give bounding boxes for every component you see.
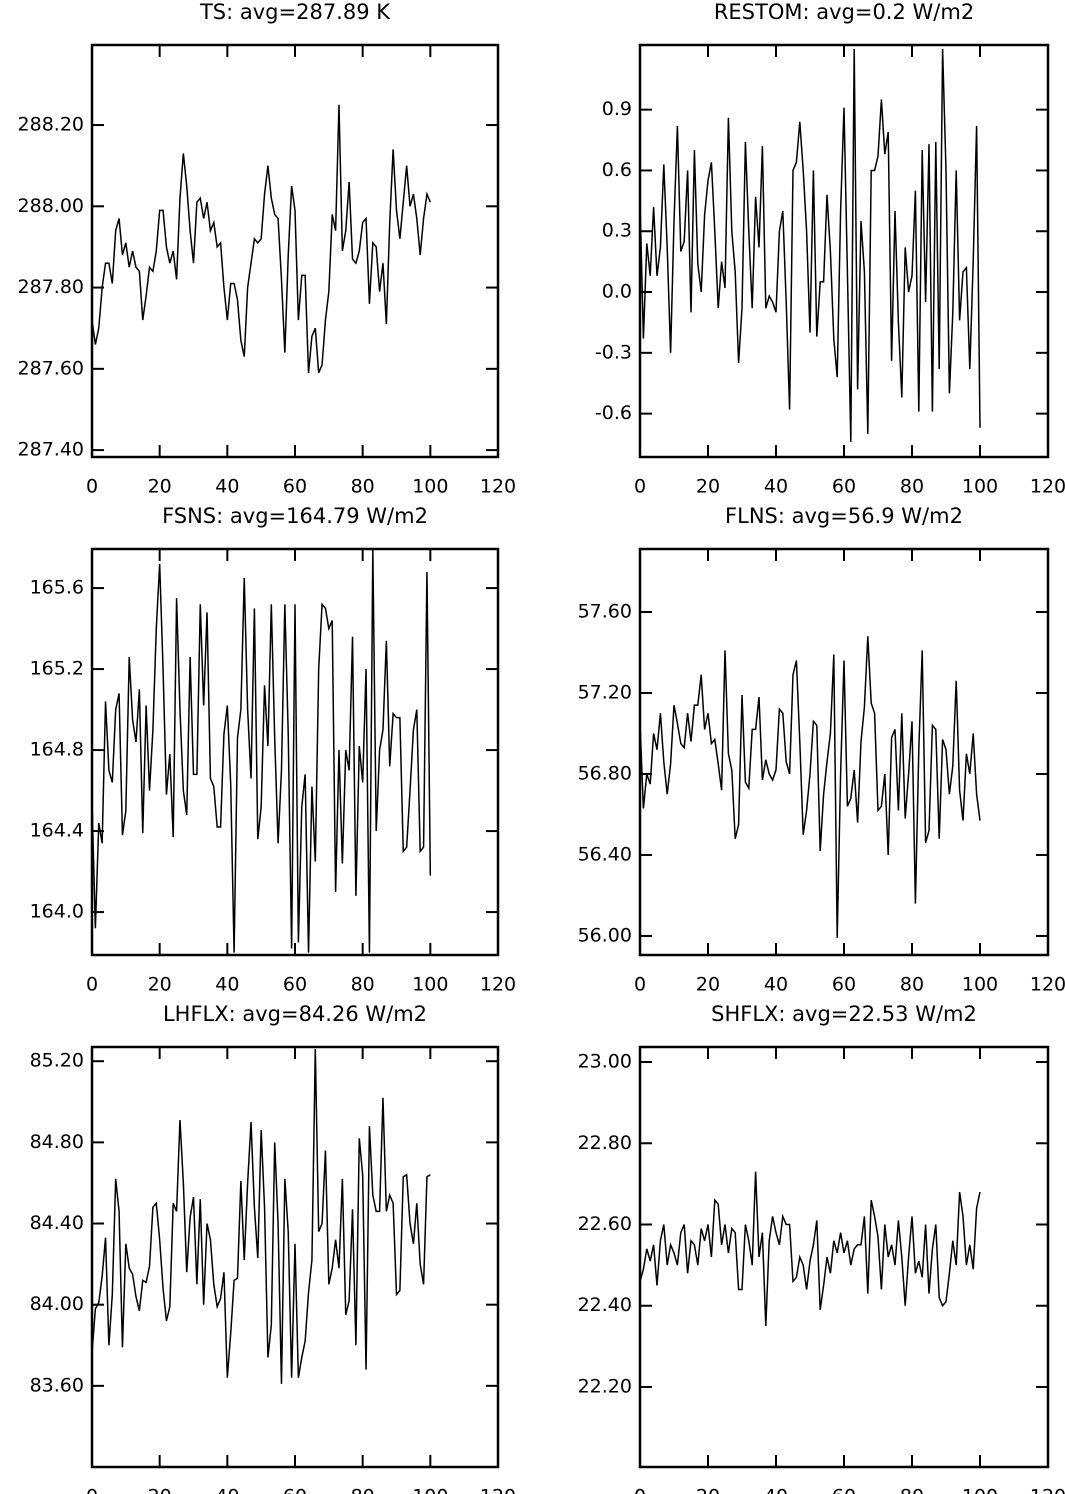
y-tick-label: 84.40 <box>30 1212 84 1234</box>
y-tick-label: 165.6 <box>30 577 84 599</box>
x-tick-label: 100 <box>412 1486 448 1494</box>
plot-frame <box>638 43 1050 459</box>
x-tick-label: 100 <box>962 1486 998 1494</box>
x-tick-label: 80 <box>351 1486 375 1494</box>
y-tick-label: 164.0 <box>30 901 84 923</box>
x-tick-label: 100 <box>412 974 448 996</box>
plot-frame <box>638 1045 1050 1469</box>
x-tick-label: 120 <box>480 1486 516 1494</box>
plot-frame <box>90 43 500 459</box>
data-line <box>640 48 981 443</box>
y-tick-label: 84.80 <box>30 1131 84 1153</box>
y-tick-label: 164.8 <box>30 739 84 761</box>
x-tick-label: 0 <box>634 974 646 996</box>
x-tick-label: 20 <box>696 1486 720 1494</box>
x-tick-label: 40 <box>764 1486 788 1494</box>
x-tick-label: 120 <box>480 476 516 498</box>
plot-area <box>640 48 981 443</box>
x-tick-label: 40 <box>215 974 239 996</box>
y-tick-label: 56.80 <box>578 762 632 784</box>
x-tick-label: 80 <box>900 1486 924 1494</box>
chart-title: SHFLX: avg=22.53 W/m2 <box>711 1002 977 1026</box>
y-tick-label: 0.3 <box>602 220 632 242</box>
x-tick-label: 60 <box>832 974 856 996</box>
x-tick-label: 20 <box>148 974 172 996</box>
x-tick-label: 60 <box>832 1486 856 1494</box>
y-tick-label: 164.4 <box>30 820 84 842</box>
x-tick-label: 80 <box>351 974 375 996</box>
chart-title: RESTOM: avg=0.2 W/m2 <box>714 0 974 24</box>
x-tick-label: 80 <box>900 974 924 996</box>
plot-area <box>92 1049 431 1384</box>
chart-title: FLNS: avg=56.9 W/m2 <box>725 504 963 528</box>
plot-frame <box>638 547 1050 957</box>
x-tick-label: 120 <box>1030 1486 1065 1494</box>
chart-title: FSNS: avg=164.79 W/m2 <box>162 504 428 528</box>
y-tick-label: 57.20 <box>578 681 632 703</box>
x-tick-label: 80 <box>900 476 924 498</box>
y-tick-label: 85.20 <box>30 1050 84 1072</box>
x-tick-label: 120 <box>1030 476 1065 498</box>
y-tick-label: 22.20 <box>578 1375 632 1397</box>
plot-area <box>92 104 432 374</box>
y-tick-label: 23.00 <box>578 1051 632 1073</box>
data-line <box>640 636 981 939</box>
x-tick-label: 20 <box>148 476 172 498</box>
y-tick-label: 165.2 <box>30 658 84 680</box>
x-tick-label: 0 <box>634 476 646 498</box>
x-tick-label: 20 <box>148 1486 172 1494</box>
x-tick-label: 120 <box>1030 974 1065 996</box>
y-tick-label: 83.60 <box>30 1374 84 1396</box>
y-tick-label: 287.40 <box>18 439 84 461</box>
plot-area <box>92 549 432 953</box>
x-tick-label: 40 <box>764 476 788 498</box>
y-tick-label: 0.9 <box>602 98 632 120</box>
x-tick-label: 0 <box>86 1486 98 1494</box>
y-tick-label: -0.3 <box>595 341 632 363</box>
chart-title: TS: avg=287.89 K <box>199 0 391 24</box>
x-tick-label: 120 <box>480 974 516 996</box>
data-line <box>92 549 432 953</box>
x-tick-label: 60 <box>832 476 856 498</box>
x-tick-label: 40 <box>215 1486 239 1494</box>
x-tick-label: 0 <box>86 974 98 996</box>
plot-frame <box>90 547 500 957</box>
x-tick-label: 0 <box>634 1486 646 1494</box>
y-tick-label: 0.6 <box>602 159 632 181</box>
x-tick-label: 80 <box>351 476 375 498</box>
x-tick-label: 100 <box>412 476 448 498</box>
x-tick-label: 60 <box>283 476 307 498</box>
data-line <box>92 104 432 374</box>
x-tick-label: 20 <box>696 476 720 498</box>
y-tick-label: 287.60 <box>18 357 84 379</box>
y-tick-label: 57.60 <box>578 600 632 622</box>
x-tick-label: 40 <box>215 476 239 498</box>
y-tick-label: 287.80 <box>18 276 84 298</box>
chart-title: LHFLX: avg=84.26 W/m2 <box>163 1002 427 1026</box>
plot-area <box>640 1171 981 1327</box>
y-tick-label: -0.6 <box>595 402 632 424</box>
data-line <box>640 1171 981 1327</box>
x-tick-label: 100 <box>962 476 998 498</box>
y-tick-label: 56.40 <box>578 843 632 865</box>
plot-frame <box>90 1045 500 1469</box>
y-tick-label: 22.60 <box>578 1213 632 1235</box>
x-tick-label: 60 <box>283 974 307 996</box>
y-tick-label: 0.0 <box>602 281 632 303</box>
x-tick-label: 20 <box>696 974 720 996</box>
plot-area <box>640 636 981 939</box>
y-tick-label: 288.20 <box>18 114 84 136</box>
x-tick-label: 40 <box>764 974 788 996</box>
y-tick-label: 84.00 <box>30 1293 84 1315</box>
x-tick-label: 60 <box>283 1486 307 1494</box>
y-tick-label: 22.40 <box>578 1294 632 1316</box>
data-line <box>92 1049 431 1384</box>
x-tick-label: 0 <box>86 476 98 498</box>
y-tick-label: 22.80 <box>578 1132 632 1154</box>
y-tick-label: 56.00 <box>578 924 632 946</box>
y-tick-label: 288.00 <box>18 195 84 217</box>
x-tick-label: 100 <box>962 974 998 996</box>
